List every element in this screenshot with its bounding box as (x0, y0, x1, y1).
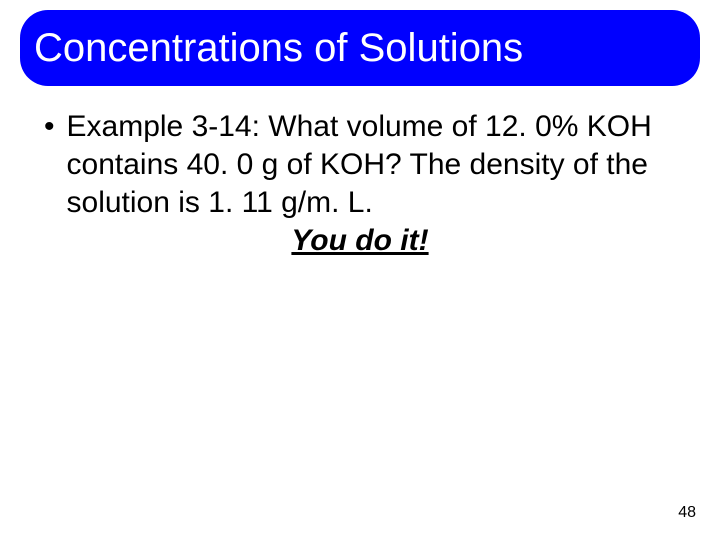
title-banner: Concentrations of Solutions (20, 10, 700, 86)
page-number: 48 (678, 504, 696, 522)
slide-container: Concentrations of Solutions • Example 3-… (0, 0, 720, 540)
bullet-item: • Example 3-14: What volume of 12. 0% KO… (40, 108, 680, 222)
slide-body: • Example 3-14: What volume of 12. 0% KO… (40, 108, 680, 258)
emphasis-text: You do it! (40, 224, 680, 258)
bullet-marker: • (44, 108, 55, 146)
slide-title: Concentrations of Solutions (34, 26, 523, 71)
bullet-text: Example 3-14: What volume of 12. 0% KOH … (67, 108, 680, 222)
